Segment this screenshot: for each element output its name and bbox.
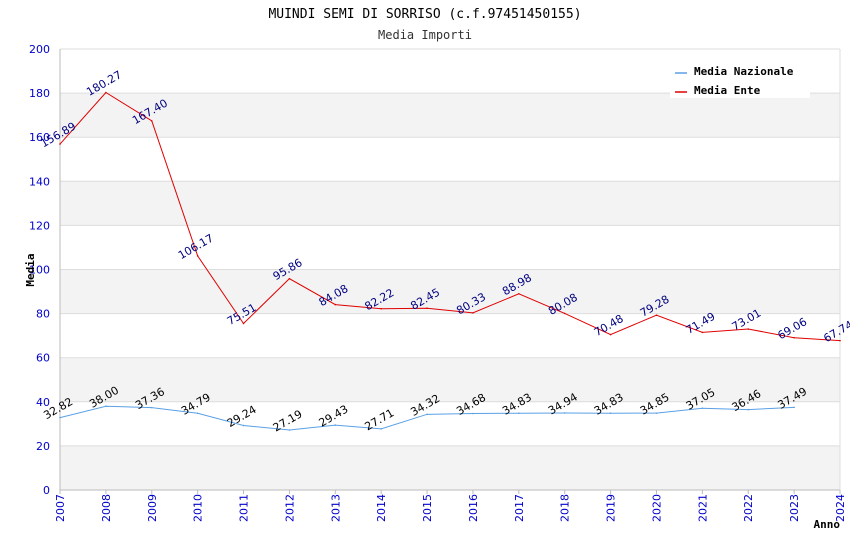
plot-bands (60, 49, 840, 490)
point-media-ente-2016 (472, 312, 474, 314)
band-1 (60, 401, 840, 446)
point-media-ente-2018 (563, 312, 566, 315)
point-media-ente-2012 (288, 277, 291, 280)
band-6 (60, 181, 840, 226)
y-tick-180: 180 (29, 87, 50, 100)
point-media-nazionale-2023 (793, 406, 795, 409)
point-media-nazionale-2018 (563, 412, 566, 414)
point-media-ente-2015 (426, 307, 428, 309)
band-4 (60, 269, 840, 314)
legend: Media Nazionale Media Ente (670, 60, 810, 98)
chart-subtitle: Media Importi (378, 28, 472, 42)
x-axis-ticks: 2007 2008 2009 2010 2011 2012 2013 2014 2015 2016… (54, 490, 847, 522)
legend-box (670, 60, 810, 98)
point-media-ente-2022 (747, 328, 750, 330)
point-media-ente-2010 (196, 255, 199, 257)
point-media-nazionale-2007 (59, 416, 61, 419)
y-tick-0: 0 (43, 484, 50, 497)
x-tick-2009: 2009 (146, 494, 159, 522)
y-tick-160: 160 (29, 131, 50, 144)
point-media-ente-2014 (380, 307, 382, 310)
y-tick-60: 60 (36, 352, 50, 365)
band-8 (60, 93, 840, 138)
y-tick-140: 140 (29, 175, 50, 188)
y-tick-80: 80 (36, 308, 50, 321)
point-media-nazionale-2019 (609, 412, 612, 414)
x-tick-2014: 2014 (375, 494, 388, 522)
point-media-ente-2013 (334, 303, 337, 306)
chart-title: MUINDI SEMI DI SORRISO (c.f.97451450155) (268, 7, 581, 22)
band-5 (60, 225, 840, 270)
x-tick-2018: 2018 (559, 494, 572, 522)
point-media-nazionale-2017 (518, 412, 520, 414)
point-media-ente-2023 (793, 336, 795, 339)
point-media-ente-2009 (150, 120, 153, 122)
x-tick-2011: 2011 (238, 494, 251, 522)
y-axis-ticks: 0 20 40 60 80 100 120 140 160 180 200 (29, 43, 50, 497)
point-media-ente-2007 (59, 143, 61, 145)
point-media-nazionale-2008 (105, 405, 107, 408)
x-tick-2007: 2007 (54, 494, 67, 522)
y-tick-100: 100 (29, 264, 50, 277)
point-media-nazionale-2011 (242, 424, 245, 427)
x-tick-2022: 2022 (742, 494, 755, 522)
legend-label-media-ente: Media Ente (694, 84, 761, 97)
point-media-nazionale-2009 (150, 406, 153, 409)
point-media-ente-2024 (839, 339, 841, 342)
x-tick-2015: 2015 (421, 494, 434, 522)
axes (59, 49, 841, 491)
x-tick-2013: 2013 (329, 494, 342, 522)
point-media-nazionale-2022 (747, 408, 750, 411)
x-tick-2019: 2019 (605, 494, 618, 522)
point-media-nazionale-2015 (426, 413, 428, 416)
x-tick-2021: 2021 (696, 494, 709, 522)
band-0 (60, 445, 840, 490)
point-media-nazionale-2014 (380, 428, 382, 430)
y-axis-label: Media (24, 253, 37, 286)
band-3 (60, 313, 840, 358)
series-line-media-ente (59, 91, 841, 342)
x-tick-2008: 2008 (100, 494, 113, 522)
x-tick-2017: 2017 (513, 494, 526, 522)
x-tick-2024: 2024 (834, 494, 847, 522)
point-media-ente-2011 (242, 322, 245, 325)
point-media-ente-2008 (105, 91, 107, 94)
point-media-nazionale-2010 (196, 412, 199, 415)
x-tick-2020: 2020 (650, 494, 663, 522)
point-media-nazionale-2012 (288, 429, 291, 431)
y-tick-40: 40 (36, 396, 50, 409)
point-media-ente-2017 (518, 292, 520, 295)
point-media-nazionale-2020 (655, 412, 658, 414)
point-media-ente-2021 (701, 331, 704, 334)
point-media-nazionale-2013 (334, 424, 337, 426)
x-axis-label: Anno (814, 518, 841, 531)
point-media-nazionale-2016 (472, 412, 474, 415)
band-2 (60, 357, 840, 402)
x-tick-2012: 2012 (283, 494, 296, 522)
y-tick-20: 20 (36, 440, 50, 453)
band-7 (60, 137, 840, 182)
y-tick-200: 200 (29, 43, 50, 56)
x-tick-2010: 2010 (192, 494, 205, 522)
point-media-ente-2019 (609, 333, 612, 336)
y-tick-120: 120 (29, 219, 50, 232)
x-tick-2023: 2023 (788, 494, 801, 522)
point-media-ente-2020 (655, 314, 658, 316)
x-tick-2016: 2016 (467, 494, 480, 522)
point-media-nazionale-2021 (701, 407, 704, 410)
legend-label-media-nazionale: Media Nazionale (694, 65, 794, 78)
